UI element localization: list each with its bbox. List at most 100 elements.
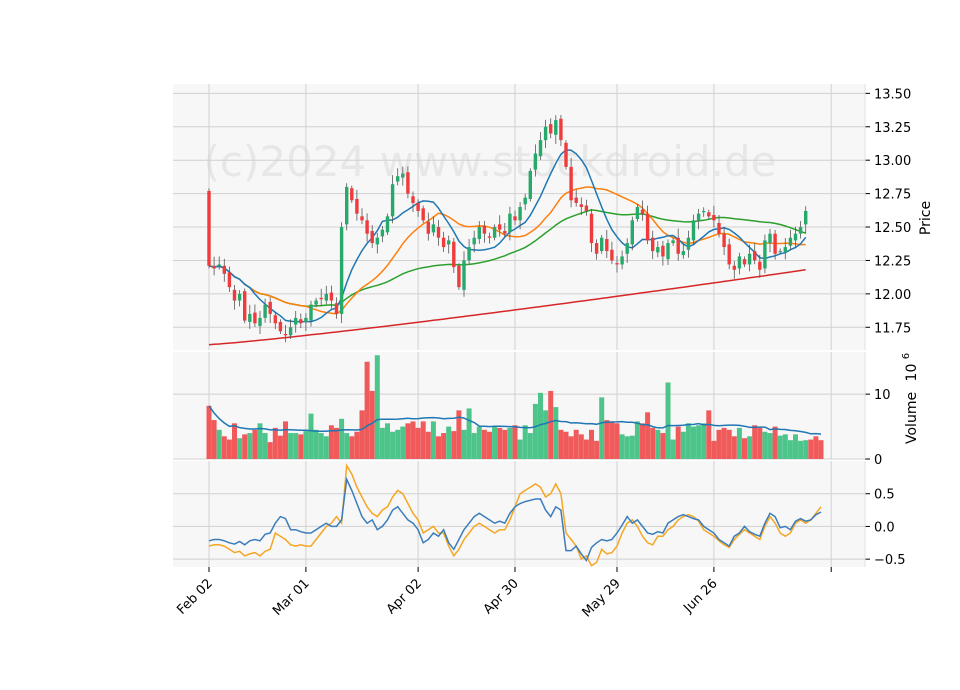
candle-body-up bbox=[462, 260, 466, 290]
volume-bar bbox=[573, 429, 579, 459]
volume-bar bbox=[721, 427, 727, 459]
candle-body-up bbox=[696, 213, 701, 221]
volume-bar bbox=[446, 426, 452, 459]
candle-body-up bbox=[533, 153, 538, 170]
ma-long-line-group bbox=[208, 269, 806, 346]
volume-axis-label: Volume 10 6 bbox=[901, 353, 920, 444]
volume-bar bbox=[604, 420, 610, 459]
volume-bar bbox=[441, 433, 447, 459]
volume-bar bbox=[216, 429, 222, 459]
volume-bar bbox=[379, 427, 385, 459]
indicator-blue-line bbox=[208, 476, 822, 563]
ma-fast-line bbox=[208, 149, 807, 323]
volume-bar bbox=[614, 423, 620, 459]
candle-body-down bbox=[334, 303, 339, 314]
indicator-tick-label: 0.0 bbox=[874, 520, 895, 535]
price-tick-label: 12.25 bbox=[874, 254, 911, 269]
candle-body-up bbox=[477, 227, 481, 240]
volume-bar bbox=[752, 425, 758, 459]
candle-body-down bbox=[584, 205, 589, 211]
candle-body-up bbox=[788, 237, 793, 246]
volume-tick-label: 10 bbox=[874, 388, 891, 403]
volume-bar bbox=[492, 426, 498, 459]
volume-bar bbox=[553, 407, 559, 459]
candle-body-up bbox=[600, 237, 604, 252]
volume-bar bbox=[655, 429, 661, 459]
candle-body-down bbox=[355, 198, 359, 214]
candle-body-down bbox=[564, 142, 568, 167]
volume-bar bbox=[538, 392, 543, 459]
candle-body-up bbox=[431, 224, 436, 233]
candle-body-down bbox=[487, 236, 492, 238]
candle-body-down bbox=[411, 196, 415, 203]
candle-body-up bbox=[737, 256, 742, 269]
candle-body-up bbox=[447, 240, 451, 245]
candle-body-up bbox=[304, 317, 308, 322]
candle-body-up bbox=[630, 220, 634, 245]
volume-bar bbox=[308, 413, 314, 459]
volume-bar bbox=[675, 426, 681, 459]
volume-bar bbox=[267, 442, 273, 459]
volume-bar bbox=[563, 431, 569, 459]
candle-body-down bbox=[589, 213, 594, 244]
indicator-tick-label: −0.5 bbox=[874, 553, 906, 568]
volume-bar bbox=[742, 438, 747, 459]
volume-bar bbox=[303, 431, 309, 459]
volume-bar bbox=[517, 439, 523, 459]
volume-bar bbox=[410, 421, 416, 459]
price-tick-label: 13.25 bbox=[874, 121, 911, 136]
volume-bar bbox=[716, 429, 722, 459]
candle-body-up bbox=[686, 237, 691, 250]
volume-bar bbox=[232, 423, 237, 459]
volume-bar bbox=[629, 435, 635, 459]
volume-bar bbox=[670, 439, 676, 459]
volume-bar bbox=[609, 421, 615, 459]
price-tick-label: 12.00 bbox=[874, 288, 911, 303]
volume-bar bbox=[543, 410, 549, 459]
volume-bar bbox=[548, 390, 554, 459]
volume-bar bbox=[680, 431, 686, 459]
volume-bar bbox=[818, 440, 824, 459]
volume-bar bbox=[420, 421, 426, 459]
volume-bars bbox=[206, 355, 824, 459]
candle-body-up bbox=[681, 251, 685, 256]
volume-bar bbox=[221, 436, 227, 459]
volume-bar bbox=[512, 425, 518, 459]
candle-body-down bbox=[207, 190, 211, 266]
candle-body-down bbox=[615, 263, 619, 265]
candle-body-down bbox=[406, 172, 410, 194]
volume-bar bbox=[293, 433, 299, 459]
candle-body-up bbox=[258, 317, 262, 326]
candle-body-up bbox=[528, 170, 532, 199]
candle-body-down bbox=[651, 237, 655, 252]
candle-body-down bbox=[569, 166, 573, 201]
candle-body-down bbox=[232, 289, 237, 301]
volume-bar bbox=[706, 410, 712, 459]
volume-bar bbox=[634, 421, 640, 459]
volume-axis-exponent-power: 6 bbox=[901, 353, 912, 359]
volume-bar bbox=[711, 440, 717, 459]
candle-body-up bbox=[625, 243, 629, 254]
candle-body-down bbox=[212, 265, 216, 269]
candle-body-up bbox=[671, 240, 675, 244]
candle-body-down bbox=[222, 265, 226, 274]
volume-bar bbox=[456, 410, 462, 459]
volume-bar bbox=[767, 433, 773, 459]
volume-bar bbox=[461, 429, 467, 459]
candle-body-down bbox=[283, 333, 288, 336]
volume-bar bbox=[558, 429, 564, 459]
candle-body-down bbox=[574, 197, 578, 203]
volume-bar bbox=[701, 423, 707, 459]
price-axis-label: Price bbox=[918, 201, 934, 235]
volume-bar bbox=[359, 410, 365, 459]
candle-body-down bbox=[676, 237, 680, 254]
volume-bar bbox=[206, 405, 212, 459]
volume-bar bbox=[318, 433, 324, 459]
volume-bar bbox=[211, 420, 217, 459]
volume-bar bbox=[813, 436, 819, 459]
volume-bar bbox=[466, 408, 472, 459]
volume-bar bbox=[640, 423, 645, 459]
volume-bar bbox=[665, 382, 671, 459]
candle-body-down bbox=[498, 224, 502, 230]
volume-bar bbox=[808, 439, 814, 459]
